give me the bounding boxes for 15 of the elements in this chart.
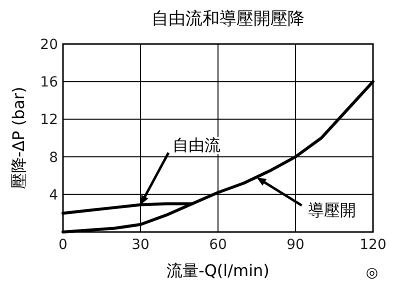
y-tick-label: 4 xyxy=(49,187,58,204)
y-axis-title: 壓降-ΔP (bar) xyxy=(9,86,28,190)
y-tick-label: 16 xyxy=(40,74,58,91)
x-axis-title: 流量-Q(l/min) xyxy=(166,261,270,280)
x-tick-label: 90 xyxy=(286,237,304,253)
x-tick-label: 60 xyxy=(209,237,227,253)
y-tick-label: 12 xyxy=(40,112,58,128)
y-tick-label: 20 xyxy=(40,37,58,53)
text: ◎ xyxy=(366,265,378,281)
text: 導壓開 xyxy=(308,200,356,220)
x-tick-label: 30 xyxy=(132,237,150,253)
chart-title: 自由流和導壓開壓降 xyxy=(152,9,304,29)
x-tick-label: 120 xyxy=(360,237,386,253)
y-tick-label: 8 xyxy=(49,150,58,166)
x-tick-label: 0 xyxy=(58,237,68,253)
